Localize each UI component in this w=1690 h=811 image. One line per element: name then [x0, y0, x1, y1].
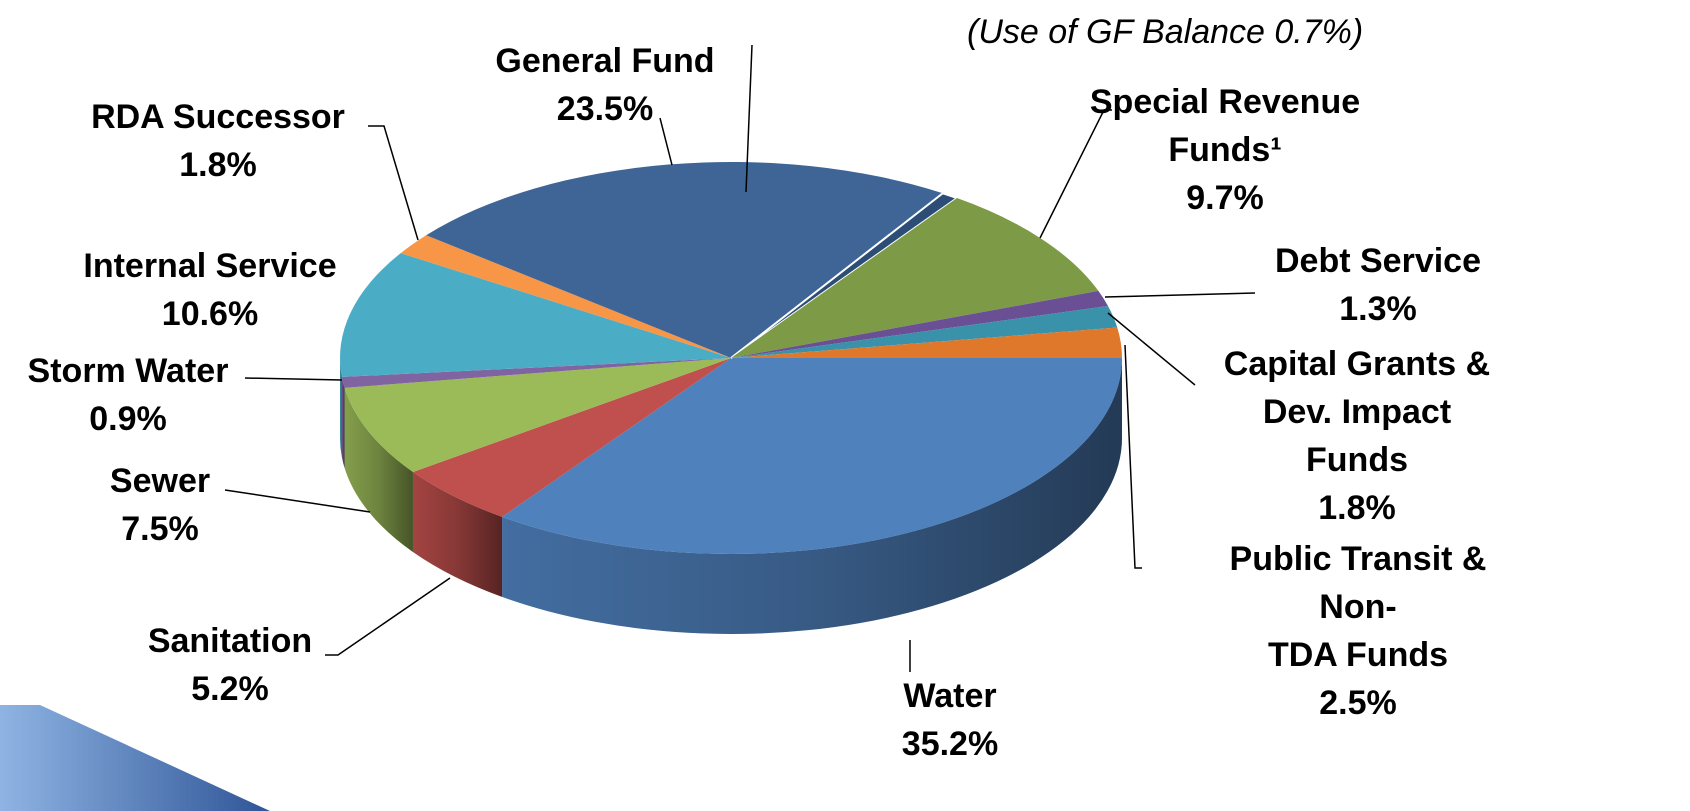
leader-line — [244, 377, 343, 381]
data-label: Public Transit & Non- TDA Funds 2.5% — [1192, 535, 1524, 727]
category-label: Capital Grants & Dev. Impact Funds — [1223, 345, 1491, 479]
decoration — [0, 705, 270, 811]
slice — [412, 358, 731, 517]
leader-line — [1124, 344, 1142, 569]
category-label: Sanitation — [147, 622, 313, 660]
value-label: 1.8% — [1318, 489, 1396, 527]
data-label: General Fund 23.5% — [495, 37, 714, 133]
slice — [731, 306, 1118, 358]
leader-line — [224, 489, 371, 513]
leader-line — [1104, 292, 1256, 298]
data-label: Capital Grants & Dev. Impact Funds 1.8% — [1224, 340, 1490, 532]
data-label: Storm Water 0.9% — [28, 347, 229, 443]
data-label: (Use of GF Balance 0.7%) — [967, 8, 1363, 56]
data-label: Special Revenue Funds¹ 9.7% — [1090, 78, 1360, 222]
leader-line — [1039, 109, 1112, 239]
slice-side-shade — [340, 358, 342, 457]
slice-side-shade — [412, 472, 503, 597]
category-label: Storm Water — [27, 352, 229, 390]
leader-lines — [224, 44, 1256, 672]
slice-side-shade — [502, 358, 1122, 635]
value-label: 1.8% — [179, 146, 257, 184]
slice — [731, 290, 1109, 358]
slice — [730, 192, 960, 359]
slice — [502, 358, 1122, 555]
data-label: Sanitation 5.2% — [148, 617, 312, 713]
slice — [341, 358, 731, 388]
data-label: Sewer 7.5% — [110, 457, 210, 553]
category-label: Debt Service — [1275, 242, 1481, 280]
category-label: Public Transit & Non- TDA Funds — [1229, 540, 1487, 674]
leader-line — [659, 117, 673, 166]
category-label: (Use of GF Balance 0.7%) — [967, 13, 1364, 51]
pie — [340, 161, 1122, 635]
category-label: General Fund — [495, 42, 715, 80]
data-label: Water 35.2% — [902, 672, 998, 768]
value-label: 7.5% — [121, 510, 199, 548]
category-label: Water — [903, 677, 997, 715]
leader-line — [325, 577, 451, 656]
category-label: RDA Successor — [91, 98, 345, 136]
data-label: Debt Service 1.3% — [1275, 237, 1481, 333]
value-label: 9.7% — [1186, 179, 1264, 217]
slice — [400, 235, 731, 358]
slice — [344, 358, 731, 473]
value-label: 23.5% — [556, 90, 654, 128]
data-label: RDA Successor 1.8% — [91, 93, 345, 189]
category-label: Sewer — [109, 462, 211, 500]
slice — [731, 327, 1122, 358]
value-label: 1.3% — [1339, 290, 1417, 328]
leader-line — [368, 125, 419, 241]
slice-side-shade — [341, 376, 345, 468]
leader-line — [745, 44, 753, 193]
slice — [731, 198, 1099, 358]
slice — [426, 161, 943, 358]
value-label: 2.5% — [1319, 684, 1397, 722]
data-label: Internal Service 10.6% — [83, 242, 336, 338]
value-label: 0.9% — [89, 400, 167, 438]
value-label: 10.6% — [161, 295, 259, 333]
category-label: Special Revenue Funds¹ — [1089, 83, 1361, 169]
category-label: Internal Service — [83, 247, 337, 285]
value-label: 5.2% — [191, 670, 269, 708]
leader-line — [1107, 312, 1196, 386]
slice — [340, 253, 731, 377]
value-label: 35.2% — [901, 725, 999, 763]
slice-side-shade — [344, 387, 413, 553]
